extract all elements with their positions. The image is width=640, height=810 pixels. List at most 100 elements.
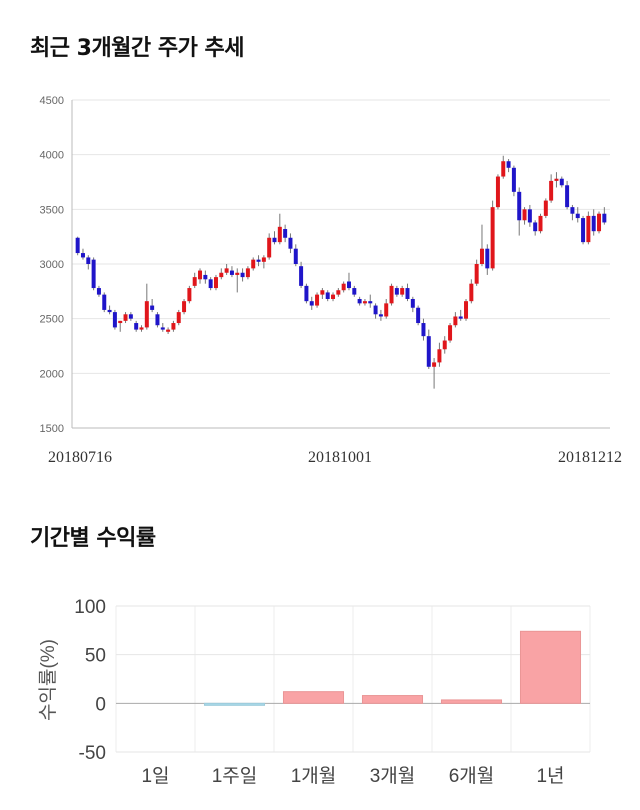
candle-body (458, 316, 463, 319)
candle-body (511, 167, 516, 192)
x-tick-label: 20181001 (308, 449, 372, 466)
y-tick-label: 1500 (40, 423, 64, 435)
candle-body (144, 301, 149, 328)
candle-body (517, 191, 522, 221)
candle-body (182, 301, 187, 313)
y-tick-label: 3500 (40, 204, 64, 216)
candle-body (341, 283, 346, 291)
candle-body (75, 237, 80, 254)
candle-body (112, 312, 117, 328)
candle-body (575, 213, 580, 219)
bar (203, 702, 266, 706)
candle-body (554, 178, 559, 181)
candle-body (160, 327, 165, 330)
x-tick-label: 20181212 (558, 449, 622, 466)
candle-body (171, 323, 176, 330)
candle-body (166, 329, 171, 332)
candle-body (432, 362, 437, 367)
x-tick-label: 1주일 (212, 765, 258, 787)
candle-body (224, 268, 229, 273)
candle-body (405, 288, 410, 299)
y-tick-label: 50 (85, 646, 106, 667)
candle-body (229, 270, 234, 275)
y-tick-label: -50 (79, 743, 106, 764)
candle-body (86, 257, 91, 264)
candle-body (506, 161, 511, 168)
candle-body (352, 288, 357, 295)
candle-body (357, 298, 362, 304)
candle-body (581, 218, 586, 243)
bar (361, 695, 424, 704)
candle-body (107, 309, 112, 313)
candle-body (235, 272, 240, 275)
candle-body (533, 222, 538, 232)
candle-body (251, 259, 256, 269)
y-tick-label: 100 (74, 597, 106, 618)
candle-body (309, 301, 314, 306)
candle-body (495, 176, 500, 208)
candle-body (203, 274, 208, 280)
candle-body (245, 268, 250, 278)
candle-body (336, 290, 341, 295)
candle-body (362, 301, 367, 304)
y-axis-label: 수익률(%) (37, 639, 59, 721)
candle-body (479, 248, 484, 264)
y-tick-label: 0 (95, 694, 106, 715)
candle-body (426, 336, 431, 367)
candle-body (315, 294, 320, 306)
candle-body (559, 178, 564, 186)
y-tick-label: 3000 (40, 259, 64, 271)
candle-body (277, 226, 282, 243)
candle-body (394, 288, 399, 295)
x-tick-label: 1일 (141, 765, 169, 787)
x-tick-label: 1년 (536, 765, 564, 787)
candle-body (591, 215, 596, 232)
candle-body (442, 340, 447, 350)
candle-body (522, 209, 527, 221)
candle-body (368, 301, 373, 304)
candle-body (187, 288, 192, 302)
candle-body (378, 314, 383, 317)
candle-body (80, 253, 85, 258)
candle-body (123, 314, 128, 321)
period-returns-title: 기간별 수익률 (30, 526, 156, 551)
candle-body (176, 312, 181, 324)
candle-body (325, 292, 330, 299)
x-tick-label: 1개월 (291, 765, 337, 787)
price-trend-title: 최근 3개월간 주가 추세 (30, 36, 244, 61)
y-tick-label: 2500 (40, 314, 64, 326)
candle-body (570, 207, 575, 214)
y-tick-label: 4500 (40, 95, 64, 107)
candle-body (283, 229, 288, 238)
candle-body (464, 301, 469, 319)
candle-body (331, 294, 336, 299)
candle-body (261, 257, 266, 262)
candle-body (543, 200, 548, 216)
candle-body (208, 279, 213, 289)
x-tick-label: 3개월 (370, 765, 416, 787)
candle-body (155, 314, 160, 326)
candle-body (527, 209, 532, 223)
candle-body (91, 259, 96, 289)
candle-body (586, 215, 591, 243)
candle-body (384, 303, 389, 317)
candle-body (565, 185, 570, 208)
candle-body (346, 281, 351, 289)
candle-body (134, 323, 139, 330)
bar (440, 699, 503, 704)
bar (519, 630, 582, 704)
candle-body (96, 288, 101, 295)
candle-body (538, 215, 543, 232)
candle-body (602, 213, 607, 223)
candle-body (198, 270, 203, 280)
candlestick-chart: 4500 4000 3500 3000 2500 2000 1500 20180716 2018… (40, 95, 622, 466)
candle-body (320, 290, 325, 295)
candle-body (421, 323, 426, 337)
candle-body (490, 207, 495, 269)
candle-body (139, 327, 144, 330)
candle-body (474, 264, 479, 284)
candle-body (219, 272, 224, 278)
x-tick-label: 6개월 (449, 765, 495, 787)
candle-body (469, 283, 474, 302)
